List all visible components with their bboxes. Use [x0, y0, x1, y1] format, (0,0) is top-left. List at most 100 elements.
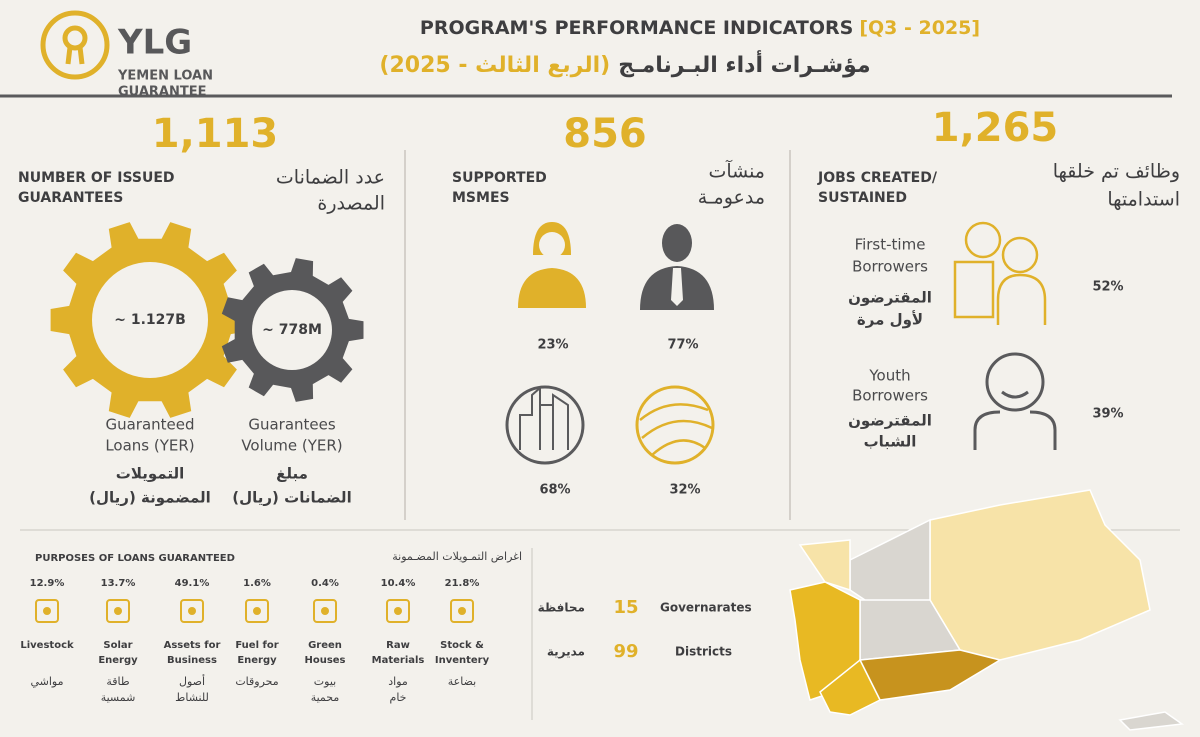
kpi-label-ar: عدد الضمانات	[276, 167, 385, 189]
shoulders	[973, 410, 1057, 450]
group-label-en: Borrowers	[852, 258, 928, 276]
purpose-label-en: Business	[167, 655, 217, 666]
purpose-label-ar: محروقات	[235, 675, 278, 688]
purpose-share: 0.4%	[311, 578, 339, 589]
purpose-label-en: Assets for	[164, 640, 221, 651]
share-label: 32%	[669, 483, 700, 498]
purpose-label-en: Green	[308, 640, 342, 651]
purpose-label-en: Houses	[304, 655, 345, 666]
purpose-label-ar: للنشاط	[175, 691, 209, 704]
kpi-value: 1,265	[932, 105, 1059, 151]
male-icon	[640, 224, 714, 310]
first-time-icon	[953, 221, 1047, 325]
fields	[639, 403, 713, 456]
purpose-icon	[180, 599, 204, 623]
purpose-share: 13.7%	[101, 578, 136, 589]
kpi-label-en: SUSTAINED	[818, 190, 907, 206]
kpi-label-en: NUMBER OF ISSUED	[18, 170, 175, 186]
title-ar: مؤشـرات أداء البـرنامـج (الربع الثالث - 2…	[379, 49, 870, 78]
coverage-value: 99	[613, 641, 638, 662]
kpi-label-en: JOBS CREATED/	[817, 170, 938, 186]
purpose-icon	[106, 599, 130, 623]
coverage-label-en: Governarates	[660, 601, 752, 615]
map	[789, 489, 1185, 731]
gear-label-en: Guarantees	[248, 416, 336, 434]
coverage-label-en: Districts	[675, 645, 732, 659]
section-title-ar: اغراض التمـويلات المضـمونة	[392, 550, 522, 563]
coverage-label-ar: مديرية	[547, 645, 585, 659]
logo-name: YEMEN LOAN	[117, 69, 213, 84]
purpose-icon	[386, 599, 410, 623]
purpose-icon	[313, 599, 337, 623]
gear-label-en: Volume (YER)	[241, 437, 342, 455]
logo	[40, 10, 110, 80]
gear-label-ar: المضمونة (ريال)	[89, 489, 211, 507]
purpose-label-ar: بيوت	[314, 675, 336, 688]
purpose-label-ar: شمسية	[101, 691, 136, 704]
share-label: 77%	[667, 338, 698, 353]
icon-box	[386, 599, 410, 623]
head	[1001, 236, 1039, 274]
gear-value: ~ 778M	[262, 322, 322, 338]
title-ar-period: (الربع الثالث - 2025)	[379, 53, 610, 78]
purpose-label-ar: خام	[390, 691, 407, 704]
coverage-value: 15	[613, 597, 638, 618]
purpose-icon	[245, 599, 269, 623]
urban-icon	[505, 385, 585, 465]
kpi-label-en: GUARANTEES	[18, 190, 123, 206]
head	[985, 352, 1045, 412]
purpose-share: 12.9%	[30, 578, 65, 589]
purpose-label-en: Livestock	[20, 640, 74, 651]
kpi-label-ar: المصدرة	[317, 193, 385, 215]
kpi-label-ar: استدامتها	[1107, 189, 1180, 211]
purpose-label-ar: أصول	[179, 674, 205, 688]
kpi-label-ar: منشآت	[708, 159, 765, 183]
title-ar-text: مؤشـرات أداء البـرنامـج	[618, 49, 870, 78]
icon-box	[313, 599, 337, 623]
purpose-share: 1.6%	[243, 578, 271, 589]
section-title-en: PURPOSES OF LOANS GUARANTEED	[35, 553, 235, 564]
purpose-share: 10.4%	[381, 578, 416, 589]
icon-box	[245, 599, 269, 623]
icon-dot	[394, 607, 402, 615]
face	[539, 232, 565, 258]
purpose-icon	[35, 599, 59, 623]
logo-ring	[40, 10, 110, 80]
ring	[505, 385, 585, 465]
purpose-label-en: Materials	[372, 655, 425, 666]
group-label-en: Youth	[868, 367, 910, 385]
kpi-label-ar: مدعومـة	[698, 187, 765, 209]
head	[662, 224, 692, 262]
body	[996, 273, 1047, 325]
purpose-label-en: Raw	[386, 640, 410, 651]
body	[518, 268, 586, 308]
purpose-label-en: Energy	[98, 655, 138, 666]
purpose-label-ar: محمية	[311, 691, 340, 704]
logo-initials: YLG	[117, 23, 192, 63]
share-label: 39%	[1092, 407, 1123, 422]
purpose-icon	[450, 599, 474, 623]
icon-box	[180, 599, 204, 623]
purpose-label-en: Solar	[103, 640, 132, 651]
kpi-label-en: SUPPORTED	[452, 170, 547, 186]
group-label-en: First-time	[855, 236, 926, 254]
icon-dot	[321, 607, 329, 615]
share-label: 68%	[539, 483, 570, 498]
purpose-label-en: Stock &	[440, 640, 484, 651]
icon-box	[106, 599, 130, 623]
group-label-ar: المقترضون	[848, 412, 932, 430]
tie	[671, 268, 683, 306]
purpose-label-ar: مواشي	[30, 675, 63, 688]
share-label: 52%	[1092, 280, 1123, 295]
kpi-value: 1,113	[152, 111, 279, 157]
logo-key	[62, 25, 88, 51]
purpose-label-en: Fuel for	[235, 640, 278, 651]
group-label-en: Borrowers	[852, 387, 928, 405]
gear-label-ar: مبلغ	[276, 465, 308, 483]
ring	[635, 385, 715, 465]
logo-name: GUARANTEE	[118, 85, 206, 100]
icon-dot	[43, 607, 51, 615]
group-label-ar: المقترضون	[848, 289, 932, 307]
title-en-text: PROGRAM'S PERFORMANCE INDICATORS	[420, 17, 853, 39]
gear-label-ar: الضمانات (ريال)	[232, 489, 351, 507]
